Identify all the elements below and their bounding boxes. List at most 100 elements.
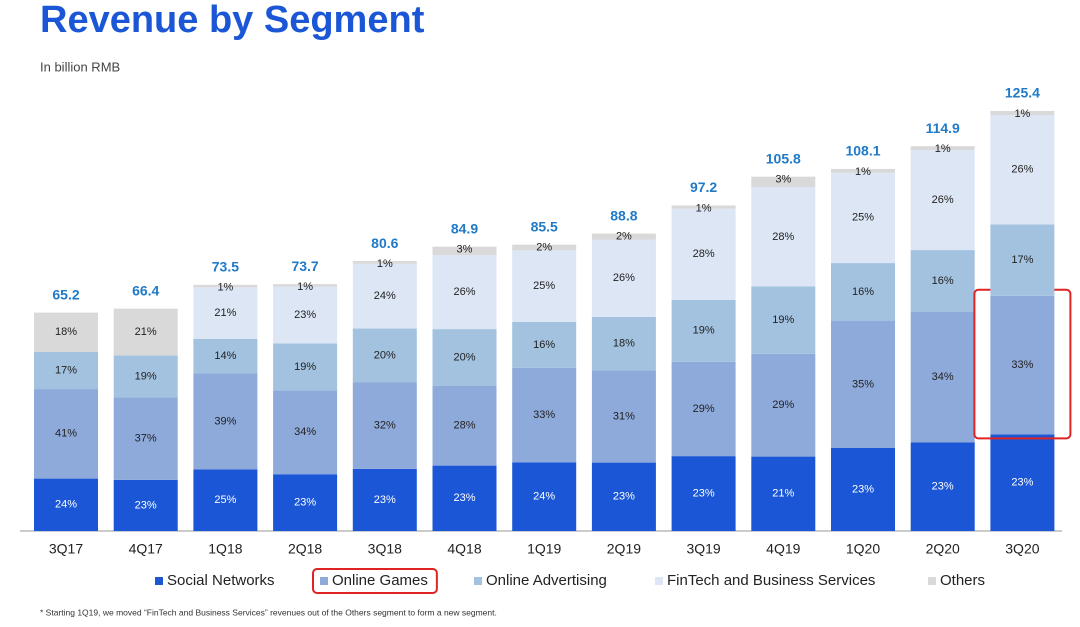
data-label: 19% (693, 325, 715, 337)
bar-segment (273, 390, 338, 475)
bar-segment (113, 355, 178, 398)
data-label: 1% (696, 202, 712, 214)
data-label: 2% (616, 230, 632, 242)
data-label: 19% (772, 314, 794, 326)
bar-segment (352, 328, 417, 383)
bar-segment (990, 434, 1055, 531)
bar-segment (671, 205, 736, 209)
data-label: 1% (377, 258, 393, 270)
data-label: 23% (852, 483, 874, 495)
bar-segment (671, 361, 736, 457)
x-tick-label: 1Q18 (208, 541, 242, 557)
bar-segment (591, 233, 656, 240)
total-label: 105.8 (766, 150, 801, 166)
legend-marker (655, 577, 663, 585)
x-tick-label: 3Q18 (368, 541, 402, 557)
bar-segment (352, 261, 417, 264)
data-label: 17% (55, 364, 77, 376)
data-label: 23% (294, 497, 316, 509)
chart-title: Revenue by Segment (40, 0, 425, 41)
data-label: 17% (1011, 254, 1033, 266)
x-tick-label: 3Q20 (1005, 541, 1039, 557)
data-label: 23% (294, 309, 316, 321)
bar-segment (432, 329, 497, 386)
bar-segment (273, 286, 338, 344)
data-label: 1% (935, 143, 951, 155)
data-label: 25% (533, 280, 555, 292)
data-label: 1% (1014, 108, 1030, 120)
data-label: 34% (932, 371, 954, 383)
bar-segment (751, 286, 816, 354)
bar-segment (831, 447, 895, 531)
data-label: 32% (374, 420, 396, 432)
bar-segment (273, 343, 338, 391)
bar-segment (751, 187, 816, 287)
legend-marker (320, 577, 328, 585)
x-tick-label: 4Q19 (766, 541, 800, 557)
data-label: 25% (852, 212, 874, 224)
bar-segment (671, 299, 736, 362)
data-label: 26% (1011, 164, 1033, 176)
data-label: 34% (294, 426, 316, 438)
data-label: 37% (135, 433, 157, 445)
data-label: 26% (932, 194, 954, 206)
bar-segment (193, 338, 258, 374)
data-label: 35% (852, 378, 874, 390)
data-label: 18% (55, 326, 77, 338)
bar-segment (193, 469, 258, 531)
data-label: 20% (453, 351, 475, 363)
x-tick-label: 1Q20 (846, 541, 880, 557)
x-tick-label: 2Q18 (288, 541, 322, 557)
data-label: 16% (932, 275, 954, 287)
x-tick-label: 1Q19 (527, 541, 561, 557)
bar-segment (512, 462, 577, 531)
data-label: 20% (374, 349, 396, 361)
data-label: 23% (613, 491, 635, 503)
data-label: 14% (214, 350, 236, 362)
total-label: 97.2 (690, 179, 717, 195)
total-label: 73.5 (212, 259, 239, 275)
data-label: 41% (55, 428, 77, 440)
x-tick-label: 2Q20 (926, 541, 960, 557)
x-tick-label: 3Q19 (686, 541, 720, 557)
bar-segment (512, 244, 577, 251)
total-label: 108.1 (845, 143, 880, 159)
data-label: 24% (374, 290, 396, 302)
data-label: 16% (533, 339, 555, 351)
x-tick-label: 2Q19 (607, 541, 641, 557)
bar-segment (591, 462, 656, 531)
bar-segment (591, 316, 656, 371)
bar-segment (831, 321, 895, 448)
data-label: 3% (775, 174, 791, 186)
data-label: 1% (217, 282, 233, 294)
bar-segment (751, 456, 816, 531)
bar-segment (751, 353, 816, 457)
bar-segment (671, 456, 736, 531)
data-label: 1% (297, 281, 313, 293)
highlight-box (312, 568, 438, 594)
chart-subtitle: In billion RMB (40, 59, 120, 74)
legend-label: Online Advertising (486, 572, 607, 589)
bar-segment (432, 255, 497, 330)
data-label: 16% (852, 286, 874, 298)
legend-label: Online Games (332, 572, 428, 589)
bar-segment (990, 111, 1055, 116)
bar-segment (432, 385, 497, 466)
total-label: 88.8 (610, 207, 637, 223)
data-label: 1% (855, 166, 871, 178)
bar-segment (113, 479, 178, 531)
bar-segment (831, 168, 895, 173)
bar-segment (591, 370, 656, 463)
bar-segment (512, 321, 577, 368)
data-label: 29% (693, 403, 715, 415)
total-label: 125.4 (1005, 85, 1040, 101)
bar-segment (910, 150, 975, 251)
total-label: 114.9 (926, 120, 960, 136)
bar-segment (910, 442, 975, 531)
data-label: 24% (55, 499, 77, 511)
total-label: 66.4 (132, 282, 159, 298)
bar-segment (910, 250, 975, 312)
bar-segment (910, 311, 975, 443)
bar-segment (990, 295, 1055, 435)
